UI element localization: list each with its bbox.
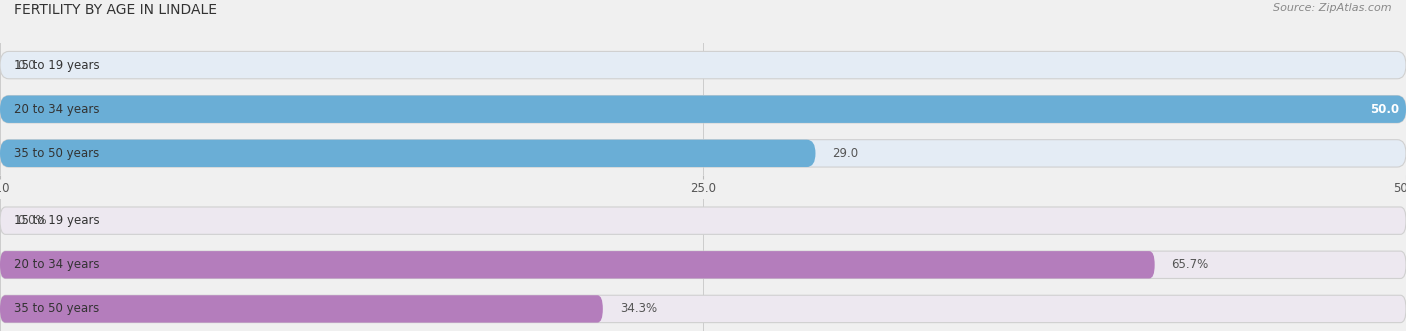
FancyBboxPatch shape bbox=[0, 51, 1406, 79]
Text: 65.7%: 65.7% bbox=[1171, 258, 1209, 271]
Text: 35 to 50 years: 35 to 50 years bbox=[14, 303, 100, 315]
FancyBboxPatch shape bbox=[0, 96, 1406, 123]
Text: 0.0: 0.0 bbox=[17, 59, 35, 71]
FancyBboxPatch shape bbox=[0, 295, 603, 323]
Text: 15 to 19 years: 15 to 19 years bbox=[14, 214, 100, 227]
Text: 35 to 50 years: 35 to 50 years bbox=[14, 147, 100, 160]
Text: 20 to 34 years: 20 to 34 years bbox=[14, 103, 100, 116]
Text: 29.0: 29.0 bbox=[832, 147, 859, 160]
Text: 15 to 19 years: 15 to 19 years bbox=[14, 59, 100, 71]
Text: 0.0%: 0.0% bbox=[17, 214, 46, 227]
FancyBboxPatch shape bbox=[0, 96, 1406, 123]
FancyBboxPatch shape bbox=[0, 140, 1406, 167]
FancyBboxPatch shape bbox=[0, 251, 1406, 278]
FancyBboxPatch shape bbox=[0, 207, 1406, 234]
Text: 50.0: 50.0 bbox=[1369, 103, 1399, 116]
FancyBboxPatch shape bbox=[0, 295, 1406, 323]
FancyBboxPatch shape bbox=[0, 140, 815, 167]
FancyBboxPatch shape bbox=[0, 251, 1154, 278]
Text: 34.3%: 34.3% bbox=[620, 303, 657, 315]
Text: FERTILITY BY AGE IN LINDALE: FERTILITY BY AGE IN LINDALE bbox=[14, 3, 217, 17]
Text: Source: ZipAtlas.com: Source: ZipAtlas.com bbox=[1274, 3, 1392, 13]
Text: 20 to 34 years: 20 to 34 years bbox=[14, 258, 100, 271]
